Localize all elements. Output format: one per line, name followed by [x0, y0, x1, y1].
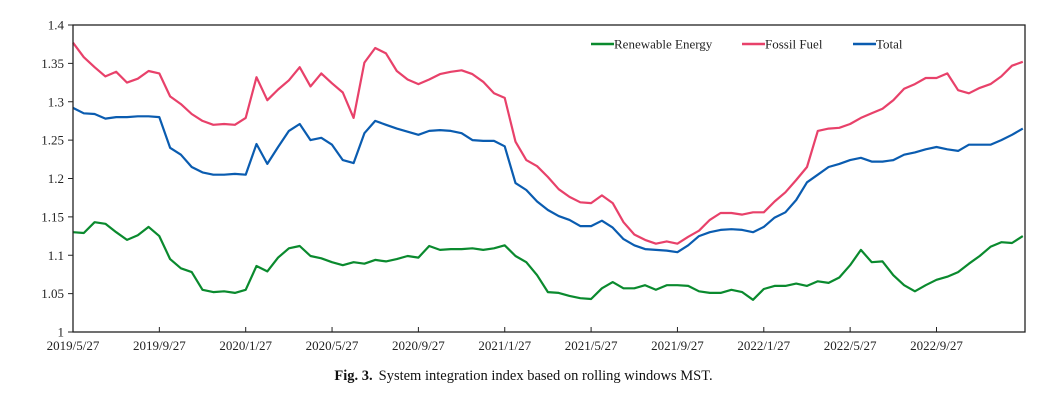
legend-item-fossil-fuel: Fossil Fuel — [742, 37, 823, 52]
series-line-fossil-fuel — [72, 42, 1024, 245]
y-tick-label: 1.4 — [48, 18, 65, 33]
legend: Renewable Energy Fossil Fuel Total — [591, 37, 903, 52]
series-line-total — [72, 106, 1024, 254]
legend-item-renewable-energy: Renewable Energy — [591, 37, 713, 52]
x-tick-label: 2022/5/27 — [824, 338, 877, 353]
series-layer — [72, 42, 1024, 301]
x-tick-label: 2022/9/27 — [910, 338, 963, 353]
x-tick-label: 2019/5/27 — [47, 338, 100, 353]
x-tick-label: 2020/9/27 — [392, 338, 445, 353]
x-tick-label: 2020/1/27 — [219, 338, 272, 353]
legend-label: Total — [876, 37, 903, 52]
line-chart: 11.051.11.151.21.251.31.351.4 2019/5/27 2… — [41, 18, 1026, 353]
x-tick-label: 2022/1/27 — [737, 338, 790, 353]
x-tick-label: 2021/1/27 — [478, 338, 531, 353]
caption-text: System integration index based on rollin… — [378, 368, 713, 384]
figure-label: Fig. 3. — [334, 368, 373, 384]
y-tick-label: 1.3 — [48, 94, 64, 109]
x-axis: 2019/5/27 2019/9/27 2020/1/27 2020/5/27 2020… — [47, 327, 963, 353]
x-tick-label: 2019/9/27 — [133, 338, 186, 353]
y-tick-label: 1.25 — [41, 133, 64, 148]
y-tick-label: 1.05 — [41, 286, 64, 301]
y-tick-label: 1 — [58, 325, 65, 340]
y-tick-label: 1.2 — [48, 171, 64, 186]
legend-item-total: Total — [853, 37, 903, 52]
x-tick-label: 2020/5/27 — [306, 338, 359, 353]
y-axis: 1 1.05 1.1 1.15 1.2 1.25 1.3 1.35 1.4 — [41, 18, 73, 340]
y-tick-label: 1.1 — [48, 248, 64, 263]
x-tick-label: 2021/5/27 — [565, 338, 618, 353]
series-line-renewable-energy — [72, 221, 1024, 301]
y-tick-label: 1.35 — [41, 56, 64, 71]
y-tick-label: 1.15 — [41, 209, 64, 224]
legend-label: Renewable Energy — [614, 37, 713, 52]
x-tick-label: 2021/9/27 — [651, 338, 704, 353]
figure-caption: Fig. 3. System integration index based on… — [0, 368, 1047, 385]
legend-label: Fossil Fuel — [765, 37, 823, 52]
